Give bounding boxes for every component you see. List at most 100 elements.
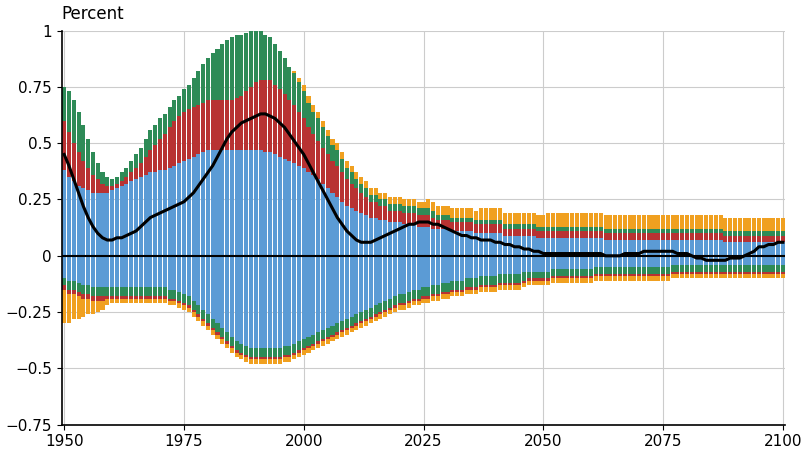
Bar — [623, 215, 627, 229]
Bar — [561, 256, 565, 269]
Bar — [187, 159, 191, 256]
Bar — [311, 175, 315, 256]
Bar — [115, 256, 119, 287]
Bar — [445, 294, 449, 298]
Bar — [412, 206, 416, 213]
Bar — [120, 186, 124, 256]
Bar — [124, 168, 128, 177]
Bar — [450, 289, 454, 292]
Bar — [455, 231, 459, 256]
Bar — [455, 281, 459, 289]
Bar — [191, 157, 196, 256]
Bar — [633, 233, 637, 240]
Bar — [216, 334, 220, 339]
Bar — [718, 215, 722, 229]
Bar — [637, 276, 642, 281]
Bar — [705, 272, 709, 274]
Bar — [301, 339, 305, 348]
Bar — [685, 215, 689, 229]
Bar — [541, 238, 545, 256]
Bar — [124, 296, 128, 298]
Bar — [398, 197, 402, 204]
Bar — [229, 346, 234, 348]
Bar — [402, 256, 406, 294]
Bar — [239, 150, 243, 256]
Bar — [154, 146, 158, 172]
Bar — [494, 276, 498, 285]
Bar — [680, 233, 684, 240]
Bar — [82, 188, 86, 256]
Bar — [417, 202, 421, 208]
Bar — [378, 314, 382, 319]
Bar — [637, 240, 642, 256]
Bar — [77, 283, 81, 292]
Bar — [254, 357, 258, 359]
Bar — [700, 256, 704, 265]
Bar — [465, 287, 469, 289]
Bar — [589, 213, 593, 227]
Bar — [422, 202, 426, 208]
Bar — [503, 236, 507, 256]
Bar — [115, 177, 119, 184]
Bar — [249, 348, 253, 357]
Bar — [172, 101, 176, 121]
Bar — [407, 213, 411, 224]
Bar — [723, 272, 727, 274]
Bar — [100, 256, 104, 287]
Bar — [187, 85, 191, 109]
Bar — [738, 256, 742, 265]
Bar — [162, 134, 166, 170]
Bar — [494, 220, 498, 224]
Bar — [666, 267, 670, 274]
Bar — [86, 285, 90, 294]
Bar — [661, 215, 665, 229]
Bar — [503, 229, 507, 236]
Bar — [273, 359, 277, 364]
Bar — [503, 256, 507, 274]
Bar — [62, 289, 66, 324]
Bar — [728, 231, 732, 236]
Bar — [373, 202, 377, 217]
Bar — [297, 166, 301, 256]
Bar — [330, 146, 335, 161]
Bar — [445, 229, 449, 256]
Bar — [642, 256, 646, 267]
Bar — [154, 287, 158, 296]
Bar — [292, 344, 297, 353]
Bar — [537, 272, 541, 278]
Bar — [221, 150, 225, 256]
Bar — [767, 265, 771, 272]
Bar — [120, 172, 124, 182]
Bar — [162, 296, 166, 298]
Bar — [574, 231, 579, 238]
Bar — [566, 227, 570, 231]
Bar — [440, 256, 444, 283]
Bar — [651, 233, 655, 240]
Bar — [566, 278, 570, 283]
Bar — [700, 215, 704, 229]
Bar — [680, 272, 684, 274]
Bar — [556, 231, 560, 238]
Bar — [517, 236, 521, 256]
Bar — [460, 217, 464, 222]
Bar — [608, 215, 612, 229]
Bar — [556, 269, 560, 276]
Bar — [633, 256, 637, 267]
Bar — [335, 332, 339, 334]
Bar — [570, 256, 574, 269]
Bar — [613, 240, 617, 256]
Bar — [345, 256, 349, 319]
Bar — [326, 337, 330, 339]
Bar — [244, 357, 248, 362]
Bar — [301, 256, 305, 339]
Bar — [115, 184, 119, 188]
Bar — [278, 359, 282, 364]
Bar — [440, 206, 444, 215]
Bar — [86, 168, 90, 191]
Bar — [613, 256, 617, 267]
Bar — [62, 87, 66, 121]
Bar — [646, 274, 650, 276]
Bar — [728, 256, 732, 265]
Bar — [340, 330, 344, 332]
Bar — [440, 220, 444, 229]
